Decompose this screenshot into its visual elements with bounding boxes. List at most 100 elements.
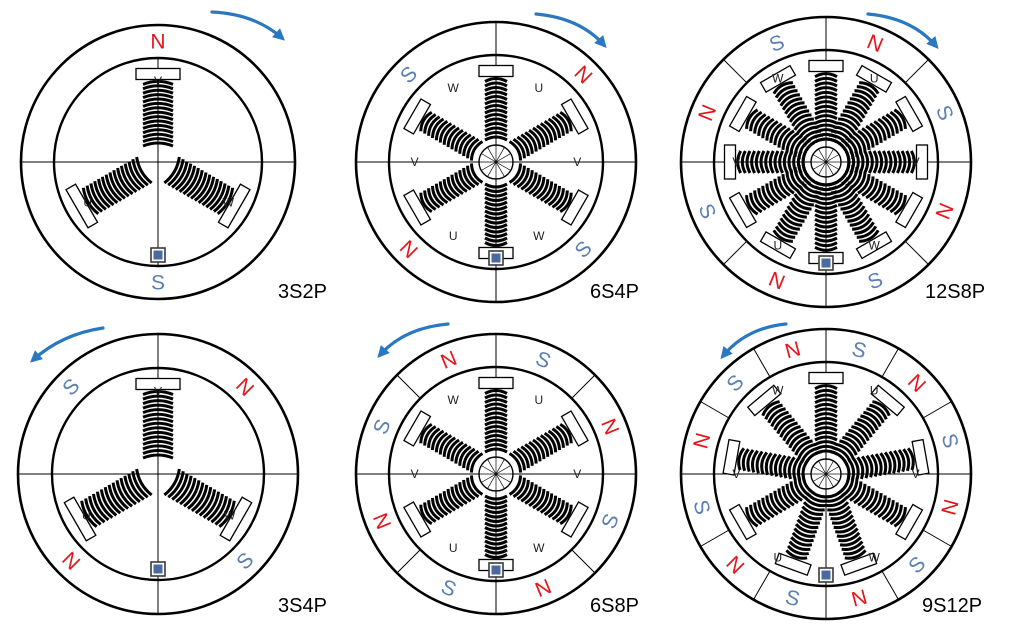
winding-turn: [536, 436, 550, 457]
winding-turn: [885, 190, 899, 211]
winding-turn: [142, 390, 174, 396]
phase-label: U: [449, 229, 458, 243]
winding-turn: [787, 456, 796, 480]
winding-turn: [123, 475, 141, 503]
winding-turn: [555, 190, 569, 211]
winding-turn: [539, 434, 554, 455]
winding-turn: [841, 540, 864, 551]
winding-turn: [111, 482, 130, 510]
winding-turn: [142, 399, 174, 406]
winding-turn: [484, 187, 508, 193]
winding-turn: [773, 124, 787, 146]
tooth-shoe: [403, 98, 432, 135]
hub-spoke: [825, 473, 834, 488]
magnet-divider: [571, 549, 596, 574]
winding-turn: [484, 447, 508, 454]
phase-label: W: [533, 229, 545, 243]
winding-turn: [793, 527, 816, 538]
tooth-shoe: [759, 230, 797, 260]
winding-turn: [547, 185, 562, 207]
winding-turn: [484, 209, 508, 216]
arrow-head: [272, 28, 285, 41]
stator: [723, 59, 929, 265]
tooth-shoe: [403, 501, 432, 538]
tooth-shoe: [478, 376, 514, 390]
winding-turn: [107, 484, 126, 513]
winding-turn: [484, 517, 508, 523]
hub-spoke: [812, 473, 827, 482]
winding-turn: [860, 455, 869, 479]
winding-turn: [466, 477, 480, 499]
winding-turn: [814, 109, 838, 116]
winding-turn: [893, 195, 907, 216]
tooth-shoe: [774, 552, 812, 577]
winding-turn: [760, 451, 769, 475]
winding-turn: [768, 150, 775, 174]
winding-turn: [142, 88, 174, 95]
winding-turn: [788, 109, 810, 123]
hub-spoke: [825, 466, 840, 475]
north-pole-label: N: [689, 431, 715, 452]
winding-turn: [163, 156, 181, 185]
winding-turn: [861, 127, 875, 148]
tooth-shoe: [560, 410, 589, 447]
phase-label: W: [533, 541, 545, 555]
magnet-divider: [753, 348, 771, 378]
winding-turn: [851, 457, 860, 481]
winding-turn: [802, 133, 824, 147]
stator-tooth: [746, 384, 822, 467]
winding-turn: [127, 473, 145, 501]
winding-turn: [458, 133, 472, 154]
winding-turn: [174, 163, 193, 191]
stator-tooth: [403, 475, 484, 538]
winding-turn: [484, 191, 508, 198]
south-pole-label: S: [58, 374, 84, 400]
magnet-divider: [881, 570, 899, 600]
stator-tooth: [403, 163, 484, 226]
winding-turn: [781, 97, 803, 111]
winding-turn: [484, 218, 508, 225]
winding-turn: [142, 128, 174, 135]
hub-spoke: [495, 459, 505, 475]
magnet-divider: [571, 374, 596, 399]
winding-turn: [131, 471, 149, 499]
winding-turn: [551, 500, 565, 521]
winding-turn: [484, 544, 508, 550]
winding-turn: [840, 113, 861, 127]
winding-turn: [791, 113, 812, 127]
winding-turn: [95, 491, 114, 519]
phase-label: V: [154, 74, 162, 88]
winding-turn: [112, 169, 130, 198]
winding-turn: [142, 115, 174, 122]
tooth-shoe: [728, 503, 758, 541]
phase-label: W: [772, 72, 784, 86]
winding-turn: [785, 483, 799, 505]
winding-turn: [849, 97, 871, 111]
winding-turn: [171, 473, 189, 501]
winding-turn: [427, 188, 441, 209]
winding-turn: [547, 429, 562, 451]
winding-turn: [186, 482, 205, 510]
arrow-shaft: [210, 10, 284, 40]
winding-turn: [484, 223, 508, 229]
stator-tooth: [508, 410, 589, 473]
stator-tooth: [478, 64, 514, 142]
winding-turn: [845, 205, 866, 219]
winding: [163, 156, 235, 215]
tooth-shoe: [894, 191, 924, 229]
stator-tooth: [830, 384, 906, 467]
winding-turn: [135, 468, 153, 497]
winding-turn: [201, 178, 219, 207]
winding-turn: [741, 448, 750, 472]
tooth-shoe: [870, 384, 906, 417]
tooth-shoe: [560, 501, 589, 538]
winding-turn: [754, 150, 761, 174]
winding-turn: [484, 81, 508, 88]
winding-turn: [484, 526, 508, 532]
winding-turn: [814, 416, 838, 423]
winding-turn: [783, 455, 792, 479]
winding-turn: [539, 493, 554, 514]
stator-tooth: [722, 438, 810, 482]
winding-turn: [97, 178, 115, 207]
winding-turn: [774, 225, 796, 239]
